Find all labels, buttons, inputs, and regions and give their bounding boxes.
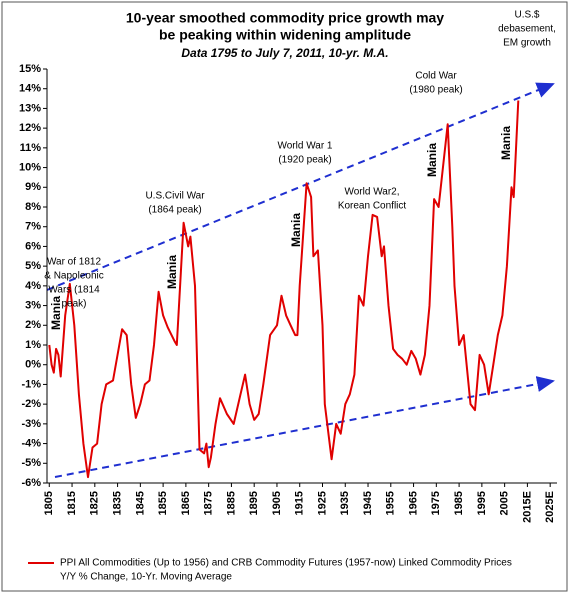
- mania-label: Mania: [165, 255, 179, 289]
- y-tick-label: 0%: [25, 359, 41, 371]
- annotation: World War2,: [344, 187, 399, 198]
- annotation: Korean Conflict: [338, 201, 407, 212]
- y-tick-label: 10%: [19, 161, 41, 173]
- mania-label: Mania: [425, 143, 439, 177]
- y-tick-label: 6%: [25, 240, 41, 252]
- mania-label: Mania: [289, 213, 303, 247]
- y-tick-label: -1%: [21, 378, 41, 390]
- x-tick-label: 1815: [66, 491, 78, 515]
- annotation: (1980 peak): [409, 85, 462, 96]
- y-tick-label: 12%: [19, 122, 41, 134]
- y-tick-label: 2%: [25, 319, 41, 331]
- x-tick-label: 2005: [499, 491, 511, 515]
- annotation: World War 1: [277, 141, 332, 152]
- y-tick-label: -3%: [21, 418, 41, 430]
- y-tick-label: 15%: [19, 63, 41, 75]
- annotation: (1864 peak): [148, 205, 201, 216]
- mania-label: Mania: [49, 296, 63, 330]
- x-tick-label: 1955: [385, 491, 397, 515]
- x-tick-label: 1855: [157, 491, 169, 515]
- x-tick-label: 1975: [430, 491, 442, 515]
- x-tick-label: 1865: [180, 491, 192, 515]
- x-tick-label: 1895: [248, 491, 260, 515]
- data-line: [48, 100, 520, 479]
- x-tick-label: 1925: [316, 491, 328, 515]
- y-tick-label: -6%: [21, 477, 41, 489]
- x-tick-label: 1905: [271, 491, 283, 515]
- y-tick-label: 13%: [19, 102, 41, 114]
- annotation: Cold War: [415, 71, 457, 82]
- y-tick-label: 9%: [25, 181, 41, 193]
- x-tick-label: 1915: [294, 491, 306, 515]
- annotation: EM growth: [503, 38, 551, 49]
- x-tick-label: 1995: [476, 491, 488, 515]
- annotation: (1920 peak): [278, 155, 331, 166]
- x-tick-label: 1885: [225, 491, 237, 515]
- y-tick-label: 7%: [25, 221, 41, 233]
- annotation: debasement,: [498, 24, 556, 35]
- y-tick-label: 11%: [20, 142, 42, 154]
- x-tick-label: 2015E: [521, 491, 533, 523]
- y-tick-label: 1%: [25, 339, 41, 351]
- annotation: peak): [61, 299, 86, 310]
- x-tick-label: 1945: [362, 491, 374, 515]
- x-tick-label: 1985: [453, 491, 465, 515]
- y-tick-label: 4%: [25, 280, 41, 292]
- y-tick-label: 14%: [19, 83, 41, 95]
- annotation: U.S.Civil War: [145, 191, 205, 202]
- legend-label: PPI All Commodities (Up to 1956) and CRB…: [60, 558, 512, 569]
- x-tick-label: 1965: [407, 491, 419, 515]
- x-tick-label: 1835: [111, 491, 123, 515]
- x-tick-label: 1875: [203, 491, 215, 515]
- x-tick-label: 1845: [134, 491, 146, 515]
- y-tick-label: -4%: [21, 437, 41, 449]
- annotation: Wars (1814: [48, 285, 100, 296]
- y-tick-label: -2%: [21, 398, 41, 410]
- y-tick-label: -5%: [21, 457, 41, 469]
- annotation: U.S.$: [514, 10, 539, 21]
- x-tick-label: 1805: [43, 491, 55, 515]
- mania-label: Mania: [499, 126, 513, 160]
- annotation: & Napoleonic: [44, 271, 103, 282]
- y-tick-label: 5%: [25, 260, 41, 272]
- x-tick-label: 2025E: [544, 491, 556, 523]
- x-tick-label: 1825: [89, 491, 101, 515]
- chart-title: be peaking within widening amplitude: [159, 27, 411, 43]
- chart-subtitle: Data 1795 to July 7, 2011, 10-yr. M.A.: [181, 46, 388, 60]
- chart-title: 10-year smoothed commodity price growth …: [126, 10, 444, 26]
- legend-note: Y/Y % Change, 10-Yr. Moving Average: [60, 572, 232, 583]
- annotation: War of 1812: [47, 257, 102, 268]
- y-tick-label: 3%: [25, 299, 41, 311]
- y-tick-label: 8%: [25, 201, 41, 213]
- x-tick-label: 1935: [339, 491, 351, 515]
